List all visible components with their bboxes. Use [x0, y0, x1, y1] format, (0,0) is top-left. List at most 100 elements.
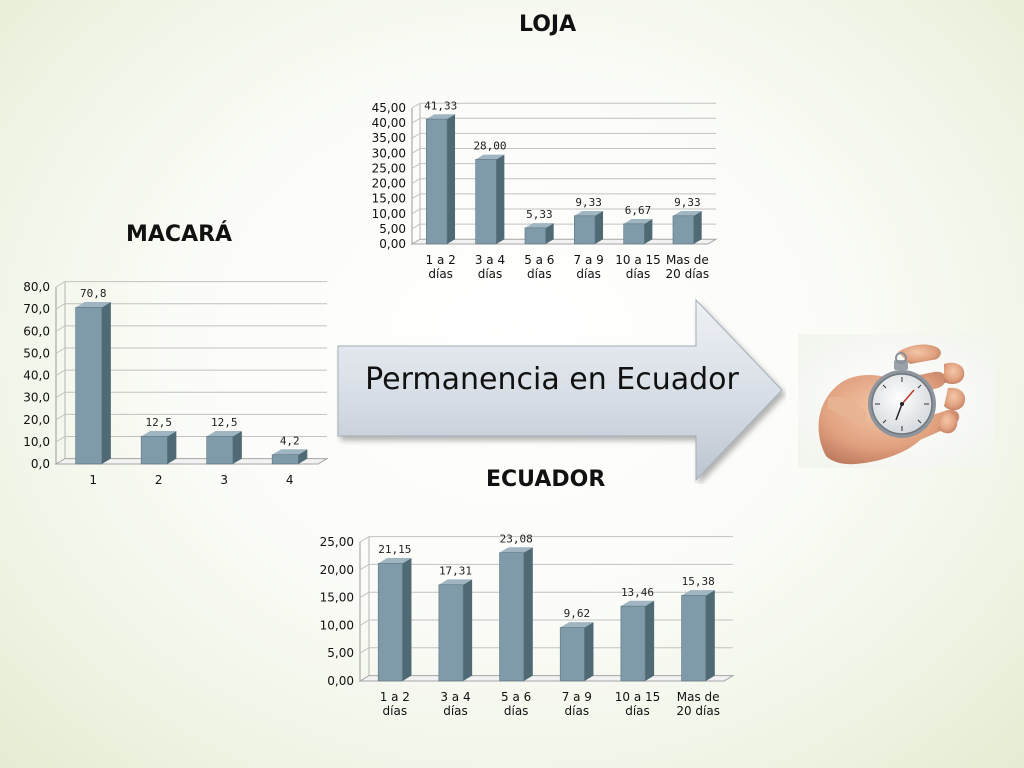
- loja-bar: [672, 215, 694, 245]
- ecuador-x-tick-label: días: [383, 704, 408, 718]
- ecuador-bar-side: [705, 590, 715, 681]
- loja-grid-side: [411, 148, 421, 154]
- loja-bar-side: [644, 219, 653, 244]
- loja-floor: [410, 238, 718, 245]
- loja-bar: [475, 159, 497, 245]
- ecuador-y-tick-label: 20,00: [320, 563, 354, 577]
- loja-grid-side: [411, 193, 421, 200]
- loja-bar-side: [693, 211, 702, 244]
- ecuador-bar: [620, 605, 646, 682]
- macara-y-tick-label: 70,0: [23, 302, 50, 316]
- loja-x-tick-label: días: [478, 267, 503, 281]
- loja-grid-side: [411, 163, 421, 169]
- ecuador-bar-side: [645, 600, 655, 681]
- ecuador-bar: [559, 627, 585, 682]
- loja-bar-side: [545, 223, 554, 244]
- macara-title: MACARÁ: [126, 222, 233, 247]
- ecuador-bar-top: [499, 547, 533, 553]
- ecuador-y-tick-label: 25,00: [320, 535, 354, 549]
- macara-bar-top: [75, 301, 111, 308]
- loja-bar-top: [623, 219, 653, 224]
- macara-bar-side: [232, 430, 242, 464]
- ecuador-x-tick-label: 3 a 4: [440, 690, 470, 704]
- arrow-label: Permanencia en Ecuador: [365, 362, 739, 397]
- ecuador-bar: [499, 552, 525, 682]
- loja-grid-side: [411, 132, 421, 139]
- loja-data-label: 5,33: [526, 208, 553, 221]
- ecuador-floor: [358, 675, 735, 682]
- macara-x-tick-label: 4: [286, 473, 294, 487]
- loja-grid-side: [411, 223, 421, 230]
- loja-x-tick-label: días: [527, 267, 552, 281]
- ecuador-data-label: 13,46: [621, 586, 654, 599]
- macara-y-tick-label: 60,0: [23, 324, 50, 338]
- loja-bar-top: [524, 223, 554, 228]
- ecuador-x-tick-label: días: [443, 704, 468, 718]
- ecuador-bar-top: [438, 579, 473, 585]
- ecuador-data-label: 17,31: [439, 564, 472, 577]
- macara-bar: [75, 307, 103, 465]
- macara-bar-top: [272, 449, 308, 455]
- macara-grid-side: [55, 325, 66, 332]
- ecuador-bar-top: [681, 590, 715, 596]
- loja-y-tick-label: 25,00: [372, 161, 406, 175]
- ecuador-bar-top: [620, 600, 655, 607]
- macara-grid-side: [55, 436, 66, 443]
- macara-bar: [206, 436, 234, 465]
- loja-x-tick-label: 1 a 2: [426, 253, 456, 267]
- loja-grid-side: [411, 178, 421, 184]
- loja-bar: [524, 227, 546, 245]
- loja-bar-side: [496, 154, 505, 244]
- ecuador-y-tick-label: 0,00: [327, 674, 354, 688]
- macara-bar: [271, 454, 299, 465]
- ecuador-data-label: 23,08: [500, 532, 533, 545]
- loja-grid-side: [411, 102, 421, 109]
- macara-grid-side: [55, 413, 66, 421]
- ecuador-data-label: 9,62: [564, 607, 591, 620]
- loja-x-tick-label: Mas de: [666, 253, 709, 267]
- loja-title: LOJA: [519, 12, 577, 37]
- loja-bar: [623, 223, 645, 245]
- macara-data-label: 12,5: [211, 416, 238, 429]
- macara-y-tick-label: 80,0: [23, 280, 50, 294]
- macara-chart: 0,0 10,0 20,0 30,0 40,0 50,0 60,0 70,0 80,0 70,8 1…: [23, 280, 329, 487]
- macara-data-label: 4,2: [280, 434, 300, 447]
- ecuador-bar: [681, 595, 707, 682]
- loja-y-tick-label: 15,00: [372, 192, 406, 206]
- loja-x-tick-label: 7 a 9: [574, 253, 604, 267]
- macara-bar: [140, 436, 168, 465]
- loja-bar-top: [672, 211, 702, 216]
- loja-y-tick-label: 40,00: [372, 116, 406, 130]
- macara-grid-side: [55, 347, 66, 354]
- ecuador-x-tick-label: 10 a 15: [615, 690, 661, 704]
- macara-y-tick-label: 0,0: [31, 457, 50, 471]
- ecuador-x-tick-label: Mas de: [677, 690, 720, 704]
- loja-x-tick-label: días: [576, 267, 601, 281]
- ecuador-x-tick-label: 20 días: [676, 704, 720, 718]
- loja-data-label: 28,00: [473, 140, 506, 153]
- loja-y-tick-label: 5,00: [379, 222, 406, 236]
- ecuador-y-tick-label: 5,00: [327, 646, 354, 660]
- loja-y-tick-label: 45,00: [372, 101, 406, 115]
- loja-x-tick-label: 10 a 15: [615, 253, 661, 267]
- loja-bar-side: [595, 211, 604, 244]
- ecuador-bar-side: [523, 547, 533, 681]
- macara-data-label: 12,5: [146, 416, 173, 429]
- ecuador-y-tick-label: 10,00: [320, 618, 354, 632]
- macara-bar-side: [101, 301, 111, 464]
- ecuador-x-tick-label: 1 a 2: [380, 690, 410, 704]
- loja-bar-top: [426, 114, 456, 120]
- ecuador-y-tick-label: 15,00: [320, 591, 354, 605]
- ecuador-grid-side: [359, 591, 370, 599]
- ecuador-bar-side: [463, 579, 473, 681]
- macara-bar-side: [298, 449, 308, 464]
- loja-grid-side: [411, 117, 421, 124]
- loja-data-label: 9,33: [674, 196, 701, 209]
- ecuador-data-label: 15,38: [682, 575, 715, 588]
- macara-x-tick-label: 1: [89, 473, 97, 487]
- loja-x-tick-label: días: [428, 267, 453, 281]
- loja-data-label: 41,33: [424, 99, 457, 112]
- ecuador-bar-side: [584, 622, 594, 681]
- macara-grid-side: [55, 391, 66, 399]
